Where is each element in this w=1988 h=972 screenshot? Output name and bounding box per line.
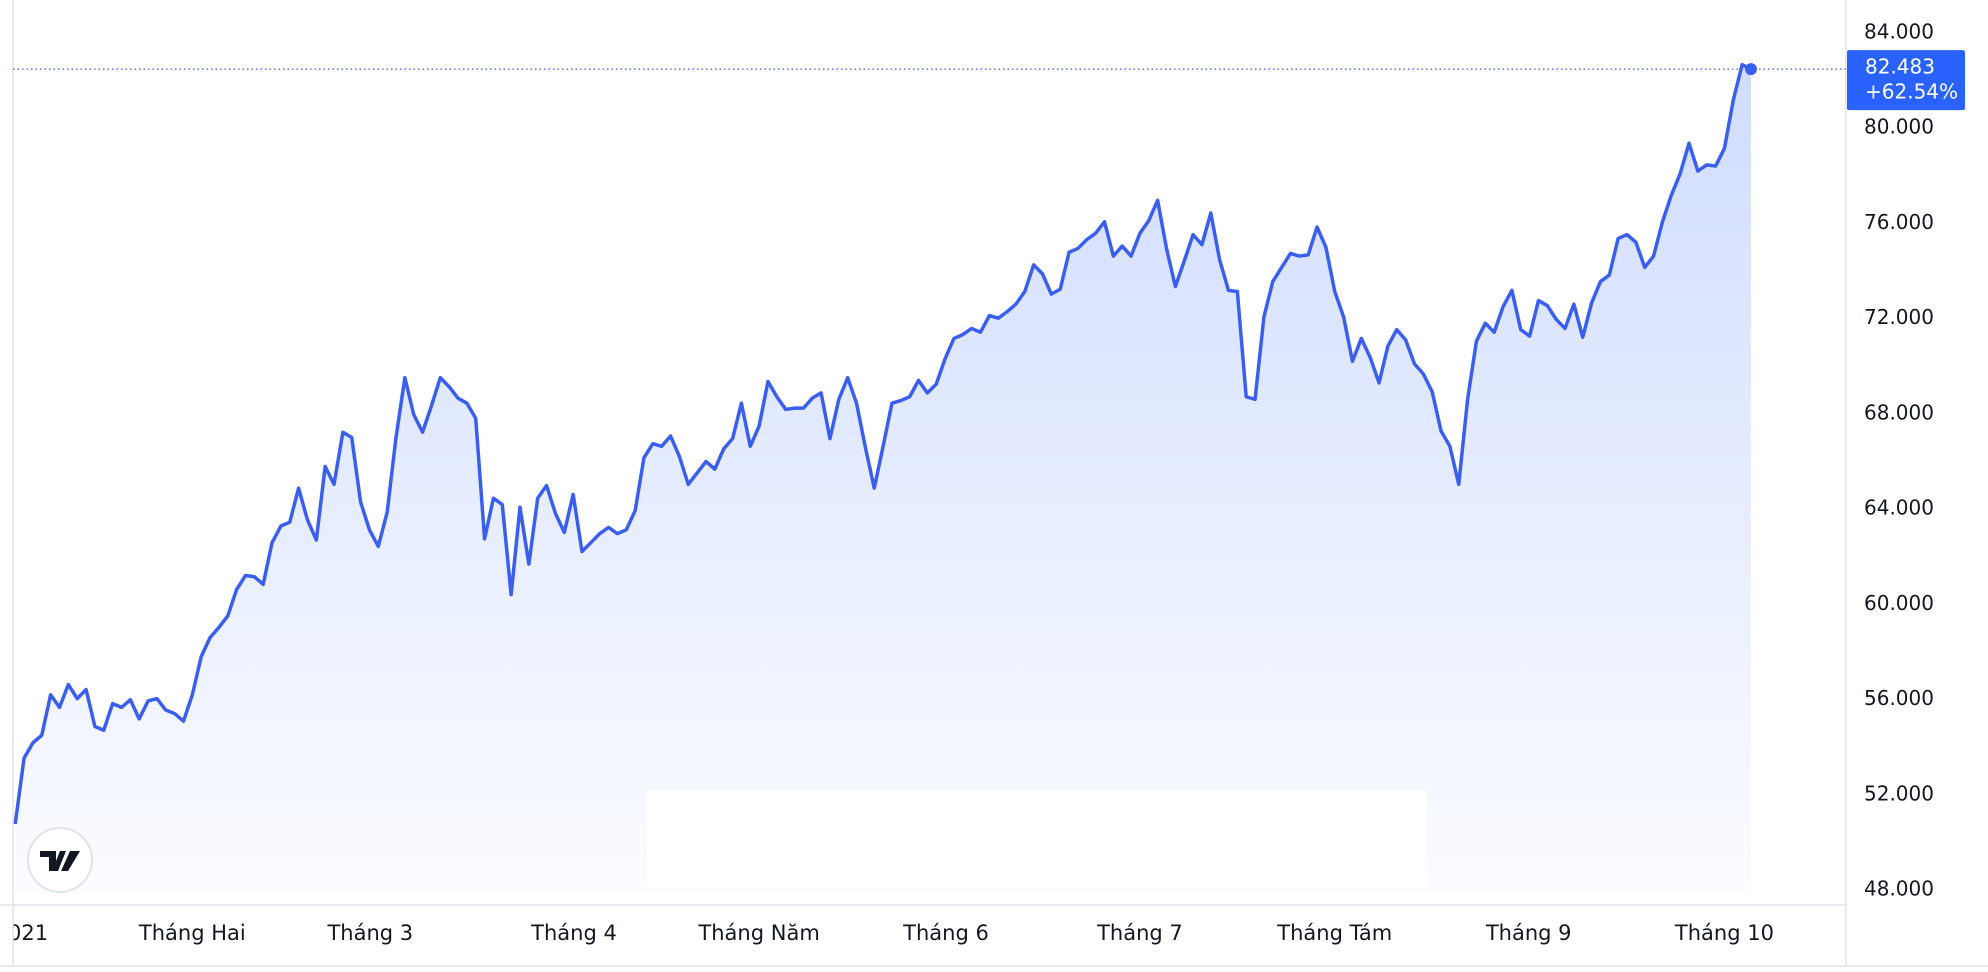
x-tick-label: Tháng Năm [697, 921, 819, 945]
y-tick-label: 80.000 [1864, 115, 1934, 139]
x-tick-label: 2021 [0, 921, 48, 945]
x-tick-label: Tháng Tám [1276, 921, 1392, 945]
last-price-label: 82.483 [1865, 55, 1935, 79]
y-tick-label: 56.000 [1864, 686, 1934, 710]
y-tick-label: 84.000 [1864, 20, 1934, 44]
x-tick-label: Tháng Hai [138, 921, 246, 945]
y-tick-label: 68.000 [1864, 400, 1934, 424]
y-tick-label: 64.000 [1864, 496, 1934, 520]
overlay-gap [647, 790, 1427, 888]
x-tick-label: Tháng 3 [326, 921, 413, 945]
y-tick-label: 48.000 [1864, 877, 1934, 901]
x-tick-label: Tháng 10 [1674, 921, 1774, 945]
y-tick-label: 52.000 [1864, 781, 1934, 805]
price-line [13, 62, 1752, 825]
time-axis: 2021 Tháng Hai Tháng 3 Tháng 4 Tháng Năm Thán… [0, 921, 1774, 945]
plot-area [13, 62, 1752, 890]
y-tick-label: 72.000 [1864, 305, 1934, 329]
y-tick-label: 76.000 [1864, 210, 1934, 234]
y-tick-label: 60.000 [1864, 591, 1934, 615]
price-axis: 48.000 52.000 56.000 60.000 64.000 68.000 72.0… [1864, 20, 1934, 901]
x-tick-label: Tháng 4 [530, 921, 617, 945]
change-label: +62.54% [1865, 80, 1958, 104]
x-tick-label: Tháng 9 [1485, 921, 1572, 945]
x-tick-label: Tháng 7 [1096, 921, 1183, 945]
last-price-dot [1745, 63, 1757, 76]
area [15, 64, 1752, 890]
logo[interactable] [27, 827, 93, 893]
last-price-box [1847, 50, 1965, 111]
x-tick-label: Tháng 6 [902, 921, 989, 945]
